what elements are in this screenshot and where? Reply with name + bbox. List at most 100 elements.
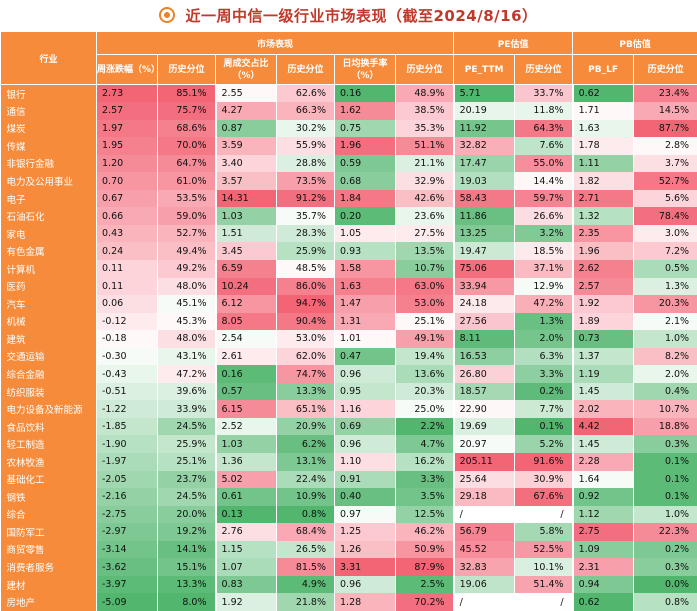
turnover-share-cell: 0.61 — [216, 488, 277, 506]
pe-ttm-cell: 32.82 — [454, 137, 515, 155]
weekly-change-cell: -2.97 — [97, 523, 158, 541]
turnover-rate-pct-cell: 3.3% — [396, 471, 454, 489]
turnover-share-pct-cell: 13.1% — [277, 453, 335, 471]
pe-ttm-cell: / — [454, 593, 515, 611]
turnover-share-cell: 5.02 — [216, 471, 277, 489]
weekly-change-cell: 0.66 — [97, 207, 158, 225]
turnover-share-cell: 4.27 — [216, 102, 277, 120]
pb-lf-cell: 1.96 — [573, 242, 634, 260]
pb-lf-cell: 1.82 — [573, 172, 634, 190]
turnover-share-pct-cell: 91.2% — [277, 190, 335, 208]
pb-pct-cell: 0.3% — [634, 435, 697, 453]
weekly-change-cell: 0.70 — [97, 172, 158, 190]
turnover-share-pct-cell: 73.5% — [277, 172, 335, 190]
turnover-rate-cell: 1.28 — [335, 593, 396, 611]
turnover-share-pct-cell: 90.4% — [277, 313, 335, 331]
pb-pct-cell: 78.4% — [634, 207, 697, 225]
turnover-share-cell: 6.15 — [216, 400, 277, 418]
group-header-market: 市场表现 — [97, 32, 454, 55]
weekly-change-pct-cell: 61.0% — [158, 172, 216, 190]
turnover-rate-cell: 1.26 — [335, 541, 396, 559]
pb-lf-cell: 1.09 — [573, 541, 634, 559]
pe-pct-cell: 14.4% — [515, 172, 573, 190]
pe-ttm-cell: 32.83 — [454, 558, 515, 576]
weekly-change-pct-cell: 59.0% — [158, 207, 216, 225]
pe-ttm-cell: 20.97 — [454, 435, 515, 453]
turnover-share-cell: 0.87 — [216, 120, 277, 138]
pe-ttm-cell: 205.11 — [454, 453, 515, 471]
turnover-rate-pct-cell: 20.3% — [396, 383, 454, 401]
turnover-share-pct-cell: 74.7% — [277, 365, 335, 383]
pe-ttm-cell: 27.56 — [454, 313, 515, 331]
pb-lf-cell: 1.89 — [573, 313, 634, 331]
turnover-rate-cell: 1.31 — [335, 313, 396, 331]
pe-ttm-cell: 29.18 — [454, 488, 515, 506]
weekly-change-pct-cell: 85.1% — [158, 85, 216, 103]
pb-lf-cell: 2.71 — [573, 190, 634, 208]
turnover-rate-cell: 1.25 — [335, 523, 396, 541]
turnover-rate-cell: 1.58 — [335, 260, 396, 278]
weekly-change-pct-cell: 45.1% — [158, 295, 216, 313]
turnover-share-cell: 10.24 — [216, 278, 277, 296]
weekly-change-pct-cell: 64.7% — [158, 155, 216, 173]
turnover-rate-cell: 3.31 — [335, 558, 396, 576]
pb-lf-cell: 2.75 — [573, 523, 634, 541]
turnover-share-cell: 1.03 — [216, 435, 277, 453]
turnover-share-pct-cell: 35.7% — [277, 207, 335, 225]
weekly-change-cell: -1.97 — [97, 453, 158, 471]
turnover-share-cell: 3.40 — [216, 155, 277, 173]
turnover-rate-pct-cell: 48.9% — [396, 85, 454, 103]
pb-pct-cell: 18.8% — [634, 418, 697, 436]
pb-lf-cell: 2.62 — [573, 260, 634, 278]
weekly-change-pct-cell: 52.7% — [158, 225, 216, 243]
turnover-rate-cell: 1.10 — [335, 453, 396, 471]
turnover-rate-cell: 0.20 — [335, 207, 396, 225]
turnover-rate-pct-cell: 51.1% — [396, 137, 454, 155]
pb-pct-cell: 3.0% — [634, 225, 697, 243]
turnover-rate-pct-cell: 10.7% — [396, 260, 454, 278]
weekly-change-cell: -2.75 — [97, 506, 158, 524]
turnover-share-pct-cell: 13.3% — [277, 383, 335, 401]
weekly-change-pct-cell: 19.2% — [158, 523, 216, 541]
turnover-share-pct-cell: 0.8% — [277, 506, 335, 524]
pb-pct-cell: 1.3% — [634, 278, 697, 296]
industry-name-cell: 煤炭 — [1, 120, 97, 138]
industry-table: 行业 市场表现 PE估值 PB估值 周涨跌幅（%） 历史分位 周成交占比（%） … — [0, 31, 697, 611]
weekly-change-cell: 0.11 — [97, 278, 158, 296]
industry-name-cell: 基础化工 — [1, 471, 97, 489]
weekly-change-pct-cell: 48.0% — [158, 330, 216, 348]
industry-name-cell: 银行 — [1, 85, 97, 103]
weekly-change-cell: -1.90 — [97, 435, 158, 453]
pb-lf-cell: 1.45 — [573, 383, 634, 401]
pb-lf-cell: 2.02 — [573, 400, 634, 418]
column-header-turnover-share: 周成交占比（%） — [216, 55, 277, 85]
pe-pct-cell: 18.5% — [515, 242, 573, 260]
turnover-share-pct-cell: 55.9% — [277, 137, 335, 155]
pe-pct-cell: 26.6% — [515, 207, 573, 225]
pb-lf-cell: 1.37 — [573, 348, 634, 366]
weekly-change-pct-cell: 39.6% — [158, 383, 216, 401]
turnover-share-cell: 8.05 — [216, 313, 277, 331]
turnover-share-pct-cell: 25.9% — [277, 242, 335, 260]
turnover-share-cell: 2.54 — [216, 330, 277, 348]
pb-lf-cell: 1.63 — [573, 120, 634, 138]
pb-pct-cell: 52.7% — [634, 172, 697, 190]
weekly-change-pct-cell: 49.4% — [158, 242, 216, 260]
page-title: 近一周中信一级行业市场表现（截至2024/8/16） — [185, 5, 537, 26]
pe-pct-cell: / — [515, 593, 573, 611]
industry-name-cell: 钢铁 — [1, 488, 97, 506]
weekly-change-pct-cell: 25.1% — [158, 453, 216, 471]
turnover-rate-cell: 1.47 — [335, 295, 396, 313]
weekly-change-cell: 1.95 — [97, 137, 158, 155]
weekly-change-cell: 0.43 — [97, 225, 158, 243]
pb-pct-cell: 0.5% — [634, 260, 697, 278]
turnover-share-cell: 6.12 — [216, 295, 277, 313]
pb-lf-cell: 0.73 — [573, 330, 634, 348]
weekly-change-cell: 2.57 — [97, 102, 158, 120]
